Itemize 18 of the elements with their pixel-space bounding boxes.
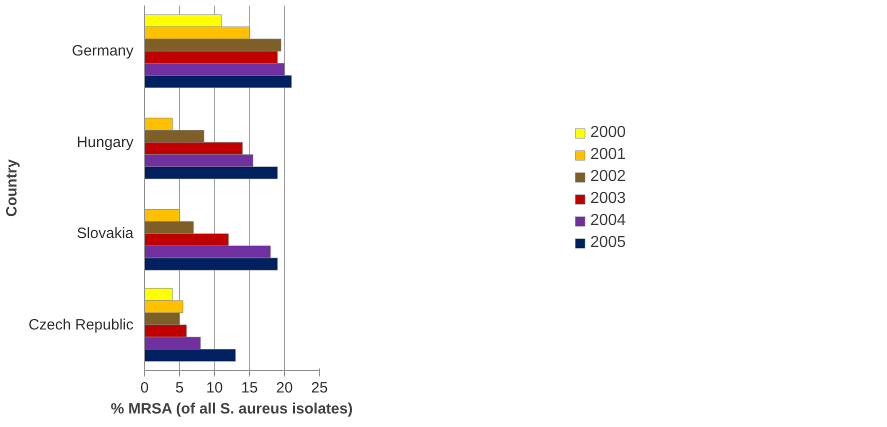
- x-tick-label: 25: [311, 380, 328, 396]
- legend-label: 2000: [590, 124, 626, 142]
- y-tick-label: Czech Republic: [28, 316, 134, 334]
- x-tick-label: 10: [206, 380, 223, 396]
- x-tick-label: 5: [175, 380, 184, 396]
- y-tick-label: Germany: [72, 42, 134, 60]
- legend-label: 2002: [590, 168, 626, 186]
- legend-label: 2005: [590, 234, 626, 252]
- legend-label: 2004: [590, 212, 626, 230]
- x-tick-label: 0: [140, 380, 149, 396]
- y-tick-label: Slovakia: [76, 225, 134, 242]
- x-tick-label: 20: [276, 380, 293, 396]
- y-axis-title: Country: [3, 158, 20, 217]
- y-tick-label: Hungary: [76, 134, 134, 151]
- x-axis-title: % MRSA (of all S. aureus isolates): [110, 400, 353, 418]
- legend-label: 2003: [590, 190, 626, 208]
- x-tick-label: 15: [241, 380, 258, 396]
- legend-label: 2001: [590, 146, 626, 164]
